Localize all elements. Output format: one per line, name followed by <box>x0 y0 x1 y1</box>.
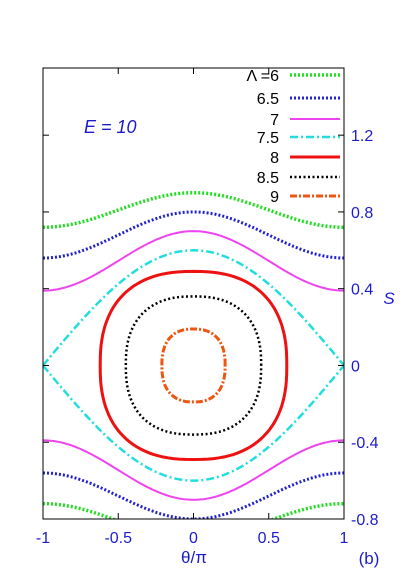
series-curve-3-upper <box>43 249 344 367</box>
legend-label-1: 6.5 <box>257 91 279 108</box>
legend-label-3: 7.5 <box>257 130 279 147</box>
y-tick-label: -0.4 <box>351 435 379 452</box>
x-axis-title: θ/π <box>181 548 207 567</box>
panel-label: (b) <box>359 549 380 568</box>
series-curve-5 <box>124 295 263 436</box>
x-tick-label: 0 <box>189 530 198 547</box>
y-tick-label: 0.8 <box>351 205 373 222</box>
series-curve-2-upper <box>43 230 344 292</box>
series-curve-3-lower <box>43 364 344 482</box>
series-curve-0-upper <box>43 190 344 230</box>
legend: Λ =6 6.5 77.5 8 8.5 9 <box>247 68 340 206</box>
x-tick-label: -1 <box>36 530 50 547</box>
series-curve-6 <box>160 327 227 404</box>
series-curve-2-lower <box>43 439 344 501</box>
tick-layer: -1 -0.5 0 0.5 1-0.8 -0.4 0 0.4 0.8 1.2 <box>36 68 379 547</box>
y-axis-title: S <box>383 289 395 308</box>
legend-label-2: 7 <box>270 112 279 129</box>
x-tick-label: 0.5 <box>258 530 280 547</box>
legend-label-6: 9 <box>270 189 279 206</box>
series-curve-1-upper <box>43 210 344 260</box>
y-tick-label: 1.2 <box>351 128 373 145</box>
curve-layer <box>43 190 344 519</box>
y-tick-label: 0.4 <box>351 282 373 299</box>
annotation-energy: E = 10 <box>84 117 137 137</box>
legend-label-5: 8.5 <box>257 170 279 187</box>
x-tick-label: -0.5 <box>104 530 132 547</box>
x-tick-label: 1 <box>340 530 349 547</box>
legend-label-0: Λ =6 <box>247 68 280 85</box>
y-tick-label: -0.8 <box>351 512 379 529</box>
legend-label-4: 8 <box>270 150 279 167</box>
series-curve-1-lower <box>43 471 344 519</box>
y-tick-label: 0 <box>351 358 360 375</box>
series-curve-4 <box>98 269 289 462</box>
